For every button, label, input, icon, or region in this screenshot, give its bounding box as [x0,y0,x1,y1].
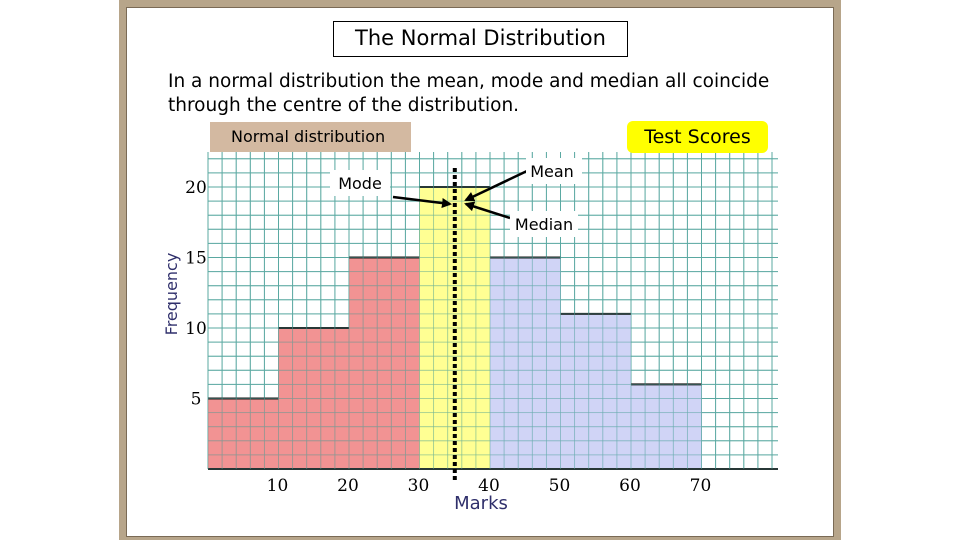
test-scores-label: Test Scores [627,121,768,153]
mode-arrow [392,195,452,208]
x-tick-label: 40 [478,476,500,496]
intro-line-1: In a normal distribution the mean, mode … [168,71,770,92]
y-tick-label: 15 [185,249,207,269]
intro-text: In a normal distribution the mean, mode … [168,70,808,118]
median-label: Median [515,215,573,234]
mode-label-bg [330,170,390,196]
slide-title: The Normal Distribution [333,21,628,57]
y-tick-label: 20 [185,178,207,198]
median-arrow [464,201,511,220]
median-label-bg [510,211,578,237]
y-tick-label: 10 [185,319,207,339]
bar-2 [349,257,420,469]
mean-arrow [464,169,528,202]
y-tick-label: 5 [191,390,202,410]
x-tick-label: 70 [690,476,712,496]
mode-label: Mode [338,174,382,193]
x-axis-title: Marks [454,493,508,514]
y-axis-title: Frequency [162,253,181,336]
tick-labels: 10 20 30 40 50 60 70 5 10 15 20 [185,178,711,496]
bar-0 [208,398,279,469]
x-tick-label: 10 [267,476,289,496]
x-tick-label: 60 [619,476,641,496]
x-tick-label: 50 [549,476,571,496]
x-tick-label: 30 [408,476,430,496]
x-tick-label: 20 [337,476,359,496]
mean-label-bg [526,158,582,184]
bar-4 [490,257,561,469]
bar-5 [560,313,631,469]
bar-grid-overlay [207,152,778,470]
mean-label: Mean [530,162,574,181]
intro-line-2: through the centre of the distribution. [168,95,520,116]
normal-distribution-label: Normal distribution [210,122,411,152]
